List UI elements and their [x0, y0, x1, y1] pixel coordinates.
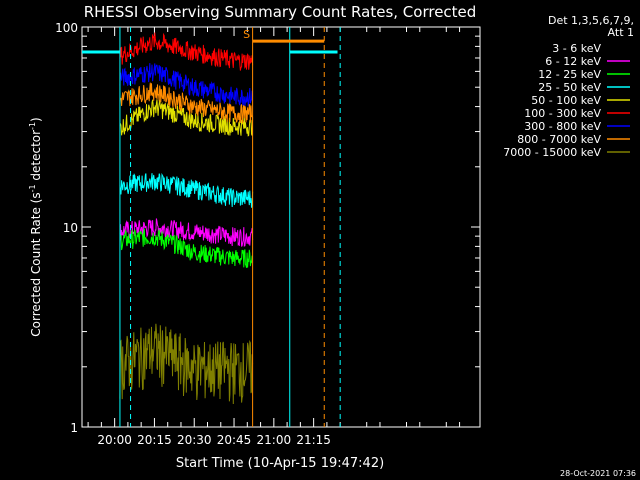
series-line [119, 82, 254, 124]
series-line [119, 32, 254, 71]
x-tick-label: 21:00 [257, 433, 292, 447]
series-line [119, 172, 254, 208]
x-axis-label: Start Time (10-Apr-15 19:47:42) [176, 456, 384, 471]
x-tick-label: 20:30 [177, 433, 212, 447]
y-tick-label: 100 [55, 21, 78, 35]
x-tick-label: 20:00 [97, 433, 132, 447]
x-tick-label: 21:15 [296, 433, 331, 447]
series-line [119, 323, 254, 405]
y-axis-label-mid: detector [29, 130, 43, 185]
legend-label: 300 - 800 keV [524, 120, 601, 133]
y-axis: 1 10 100 [55, 21, 480, 435]
legend-label: 50 - 100 keV [531, 94, 601, 107]
y-axis-label: Corrected Count Rate (s-1 detector-1) [28, 117, 43, 336]
legend-label: 3 - 6 keV [552, 42, 601, 55]
flag-label: S [243, 28, 250, 41]
y-axis-label-main: Corrected Count Rate (s [29, 192, 43, 336]
generation-timestamp: 28-Oct-2021 07:36 [560, 469, 636, 478]
legend-label: 7000 - 15000 keV [503, 146, 601, 159]
x-tick-label: 20:15 [137, 433, 172, 447]
overlay-layer: S [82, 27, 341, 427]
y-tick-label: 10 [63, 221, 78, 235]
series-line [119, 218, 254, 247]
x-axis: 20:00 20:15 20:30 20:45 21:00 21:15 [87, 27, 461, 447]
y-axis-label-sup1: -1 [28, 184, 37, 192]
legend-header-line-2: Att 1 [608, 26, 634, 39]
legend-label: 25 - 50 keV [538, 81, 601, 94]
y-axis-label-sup2: -1 [28, 122, 37, 130]
series-line [119, 63, 254, 108]
legend-header-line-1: Det 1,3,5,6,7,9, [548, 14, 634, 27]
series-layer [119, 32, 254, 405]
y-axis-label-end: ) [29, 117, 43, 122]
legend-label: 6 - 12 keV [545, 55, 601, 68]
legend-label: 100 - 300 keV [524, 107, 601, 120]
series-line [119, 99, 254, 137]
series-line [119, 228, 254, 268]
legend-label: 800 - 7000 keV [517, 133, 601, 146]
series-line [119, 191, 254, 219]
x-tick-label: 20:45 [217, 433, 252, 447]
chart-title: RHESSI Observing Summary Count Rates, Co… [84, 3, 477, 21]
legend-label: 12 - 25 keV [538, 68, 601, 81]
y-tick-label: 1 [70, 421, 78, 435]
